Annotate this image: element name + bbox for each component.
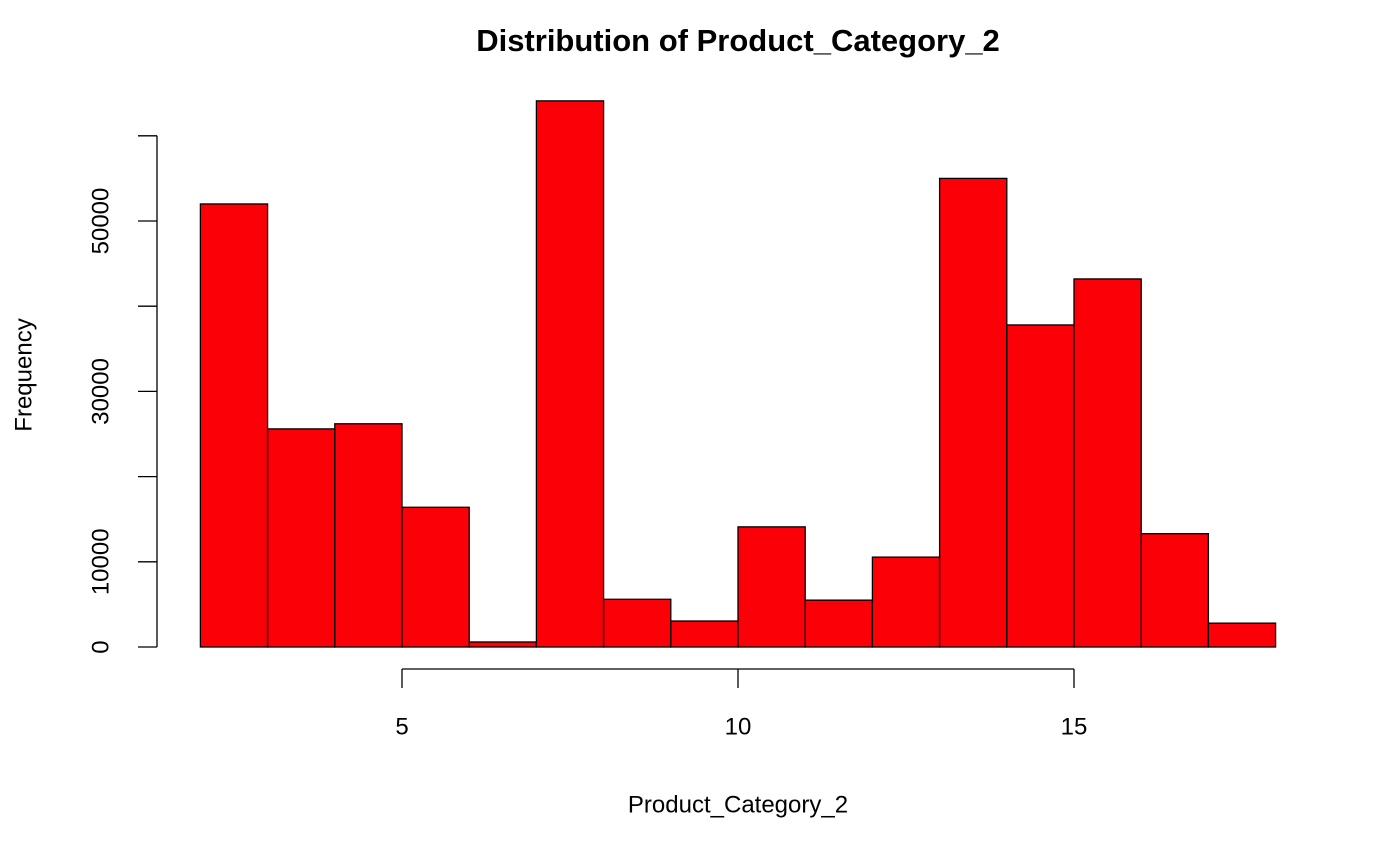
bar [804, 599, 874, 648]
x-tick-label: 15 [1061, 713, 1088, 740]
x-tick-label: 10 [725, 713, 752, 740]
y-tick-label: 30000 [87, 358, 114, 425]
bar [1207, 622, 1277, 648]
bar [670, 620, 739, 648]
bar [1140, 533, 1210, 648]
bar [1006, 324, 1075, 648]
bar [602, 598, 672, 648]
bar [266, 428, 336, 648]
bar [737, 526, 806, 648]
bar [199, 203, 269, 648]
bar [1073, 278, 1142, 648]
y-tick-label: 10000 [87, 528, 114, 595]
bar [334, 423, 403, 648]
y-tick-label: 0 [87, 640, 114, 653]
bar [468, 641, 538, 648]
bar [535, 100, 605, 648]
x-tick-label: 5 [395, 713, 408, 740]
y-tick-label: 50000 [87, 188, 114, 255]
y-axis-label: Frequency [10, 318, 37, 431]
x-axis-label: Product_Category_2 [628, 791, 848, 818]
bar [871, 556, 941, 648]
chart-title: Distribution of Product_Category_2 [476, 23, 1000, 58]
bar [938, 177, 1008, 648]
bar [401, 506, 470, 648]
